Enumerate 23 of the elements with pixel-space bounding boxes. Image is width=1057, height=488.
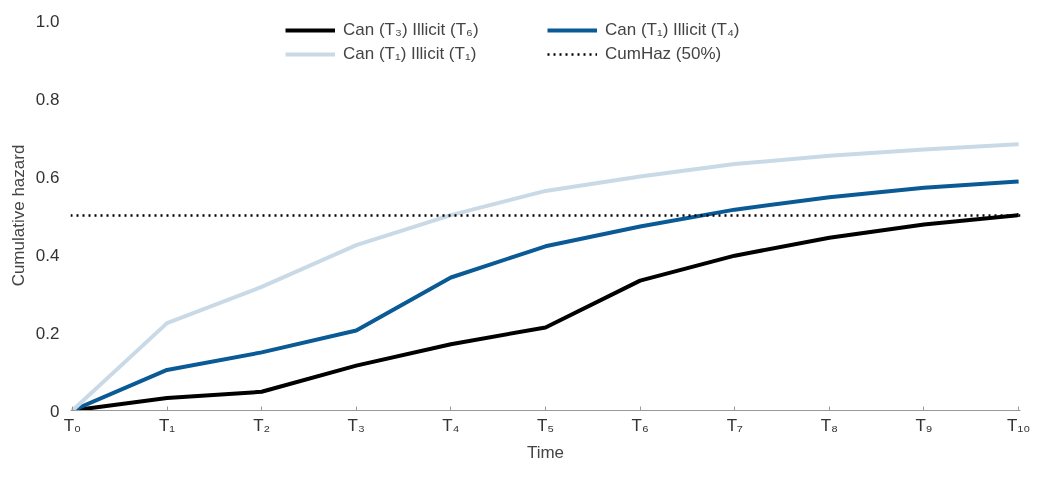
y-tick-label: 0.8 bbox=[35, 89, 60, 109]
x-tick-label: T₁ bbox=[158, 415, 176, 435]
x-axis-title: Time bbox=[526, 442, 565, 462]
x-tick-label: T₂ bbox=[253, 415, 271, 435]
y-tick-label: 0.2 bbox=[35, 323, 60, 343]
y-tick-label: 0 bbox=[50, 401, 60, 421]
y-tick-label: 0.6 bbox=[35, 167, 60, 187]
legend-label: Can (T₁) Illicit (T₄) bbox=[605, 20, 741, 40]
x-tick-label: T₅ bbox=[536, 415, 555, 435]
x-tick-label: T₆ bbox=[631, 415, 649, 435]
x-tick-label: T₃ bbox=[347, 415, 365, 435]
x-tick-label: T₀ bbox=[63, 415, 82, 435]
x-tick-label: T₄ bbox=[442, 415, 460, 435]
x-tick-label: T₁₀ bbox=[1007, 415, 1031, 435]
y-tick-label: 0.4 bbox=[35, 245, 60, 265]
legend-label: Can (T₁) Illicit (T₁) bbox=[343, 44, 478, 64]
x-tick-label: T₇ bbox=[726, 415, 744, 435]
x-tick-label: T₈ bbox=[820, 415, 839, 435]
legend-label: CumHaz (50%) bbox=[605, 44, 723, 64]
y-tick-label: 1.0 bbox=[35, 11, 60, 31]
y-axis-title: Cumulative hazard bbox=[8, 144, 28, 287]
x-tick-label: T₉ bbox=[915, 415, 933, 435]
legend-label: Can (T₃) Illicit (T₆) bbox=[343, 20, 480, 40]
